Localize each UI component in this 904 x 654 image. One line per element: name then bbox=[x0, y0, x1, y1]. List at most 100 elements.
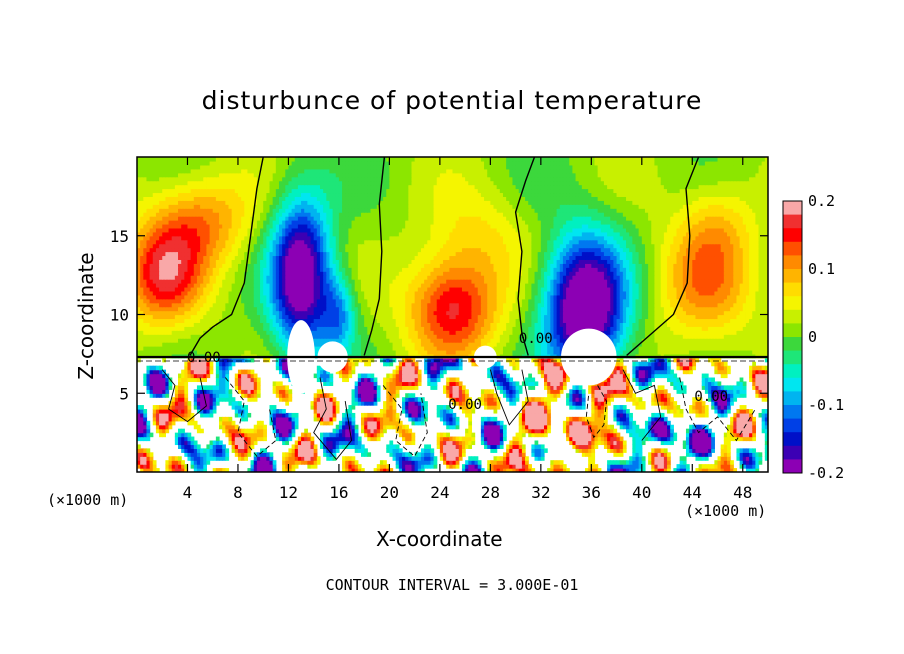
field-cell bbox=[364, 389, 368, 394]
field-cell bbox=[361, 381, 365, 386]
field-cell bbox=[465, 346, 469, 351]
field-cell bbox=[354, 346, 359, 351]
field-cell bbox=[402, 342, 406, 347]
field-cell bbox=[405, 440, 409, 446]
field-cell bbox=[361, 401, 365, 406]
field-cell bbox=[278, 346, 283, 351]
field-cell bbox=[196, 369, 201, 375]
field-cell bbox=[644, 330, 649, 335]
field-cell bbox=[446, 444, 450, 449]
field-cell bbox=[452, 349, 457, 355]
field-cell bbox=[701, 373, 706, 379]
field-cell bbox=[152, 381, 157, 386]
field-cell bbox=[736, 334, 741, 339]
field-cell bbox=[285, 436, 290, 442]
field-cell bbox=[566, 468, 570, 472]
field-cell bbox=[547, 401, 551, 406]
field-cell bbox=[430, 346, 435, 351]
field-cell bbox=[723, 448, 728, 453]
field-cell bbox=[165, 416, 170, 422]
field-cell bbox=[534, 349, 539, 355]
field-cell bbox=[502, 428, 507, 434]
field-cell bbox=[398, 330, 403, 335]
field-cell bbox=[253, 326, 258, 331]
field-cell bbox=[660, 401, 665, 406]
field-cell bbox=[695, 448, 700, 453]
field-cell bbox=[484, 424, 488, 430]
field-cell bbox=[654, 330, 659, 335]
field-cell bbox=[537, 452, 542, 457]
field-cell bbox=[405, 424, 409, 430]
field-cell bbox=[761, 389, 766, 394]
field-cell bbox=[644, 361, 649, 367]
field-cell bbox=[398, 326, 403, 331]
field-cell bbox=[414, 397, 419, 402]
field-cell bbox=[275, 330, 280, 335]
field-cell bbox=[342, 365, 346, 371]
field-cell bbox=[616, 436, 621, 442]
field-cell bbox=[509, 452, 514, 457]
field-cell bbox=[616, 369, 621, 375]
field-cell bbox=[692, 334, 697, 339]
field-cell bbox=[269, 405, 274, 410]
field-cell bbox=[376, 385, 381, 390]
field-cell bbox=[348, 330, 353, 335]
field-cell bbox=[635, 381, 640, 386]
field-cell bbox=[414, 409, 419, 414]
field-cell bbox=[354, 440, 359, 446]
field-cell bbox=[424, 412, 428, 418]
field-cell bbox=[364, 338, 368, 343]
field-cell bbox=[260, 326, 264, 331]
field-cell bbox=[660, 397, 665, 402]
field-cell bbox=[455, 401, 460, 406]
field-cell bbox=[316, 330, 321, 335]
field-cell bbox=[253, 349, 258, 355]
field-cell bbox=[193, 397, 198, 402]
field-cell bbox=[433, 373, 438, 379]
field-cell bbox=[342, 464, 346, 469]
field-cell bbox=[187, 349, 192, 355]
field-cell bbox=[313, 460, 318, 465]
field-cell bbox=[278, 416, 283, 422]
field-cell bbox=[667, 334, 671, 339]
field-cell bbox=[632, 448, 637, 453]
field-cell bbox=[174, 416, 179, 422]
field-cell bbox=[420, 330, 425, 335]
field-cell bbox=[597, 440, 602, 446]
field-cell bbox=[531, 346, 536, 351]
field-cell bbox=[417, 452, 422, 457]
field-cell bbox=[266, 334, 271, 339]
field-cell bbox=[389, 330, 394, 335]
field-cell bbox=[354, 397, 359, 402]
field-cell bbox=[619, 424, 624, 430]
field-cell bbox=[692, 338, 697, 343]
field-cell bbox=[594, 464, 599, 469]
field-cell bbox=[417, 381, 422, 386]
field-cell bbox=[667, 452, 671, 457]
field-cell bbox=[673, 342, 678, 347]
field-cell bbox=[480, 326, 485, 331]
field-cell bbox=[357, 330, 362, 335]
field-cell bbox=[250, 326, 255, 331]
field-cell bbox=[761, 346, 766, 351]
field-cell bbox=[338, 424, 343, 430]
field-cell bbox=[685, 338, 690, 343]
field-cell bbox=[196, 424, 201, 430]
field-cell bbox=[256, 428, 261, 434]
field-cell bbox=[518, 326, 523, 331]
field-cell bbox=[660, 424, 665, 430]
field-cell bbox=[468, 420, 473, 426]
field-cell bbox=[367, 393, 372, 398]
field-cell bbox=[171, 349, 176, 355]
field-cell bbox=[200, 365, 204, 371]
field-cell bbox=[313, 397, 318, 402]
field-cell bbox=[591, 456, 596, 461]
field-cell bbox=[181, 468, 185, 472]
field-cell bbox=[379, 349, 384, 355]
field-cell bbox=[402, 326, 406, 331]
field-cell bbox=[338, 436, 343, 442]
field-cell bbox=[559, 369, 564, 375]
field-cell bbox=[544, 369, 548, 375]
field-cell bbox=[313, 444, 318, 449]
field-cell bbox=[326, 416, 331, 422]
